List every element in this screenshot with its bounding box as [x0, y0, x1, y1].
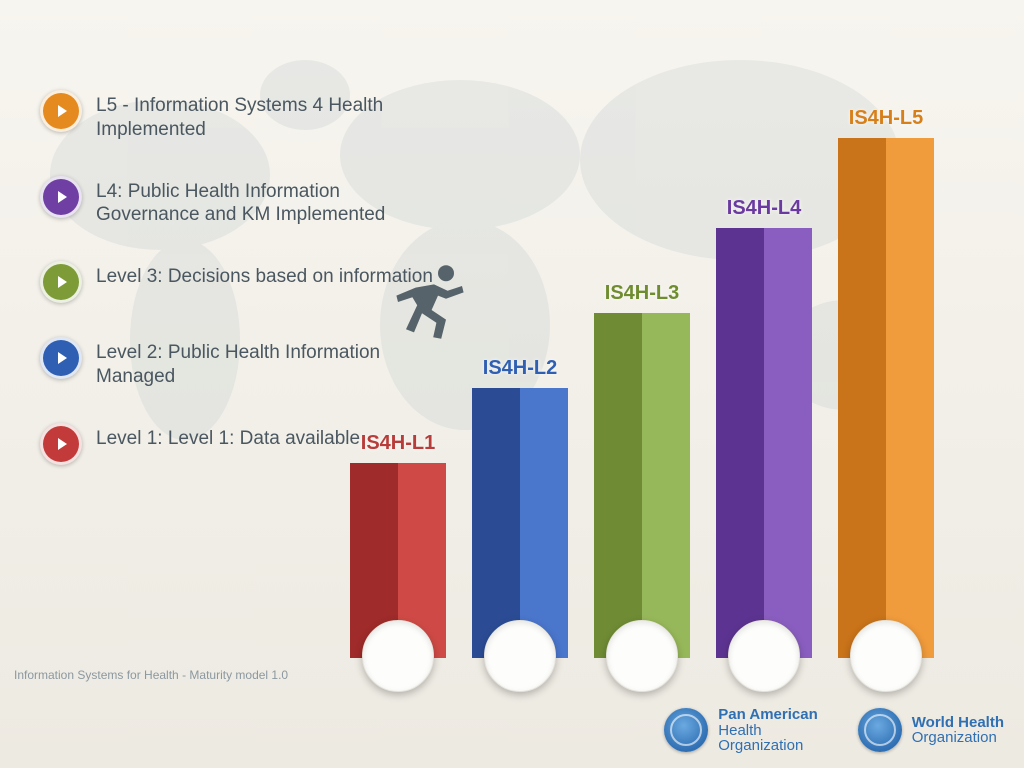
who-logo: World Health Organization	[858, 708, 1004, 752]
logo-line: Pan American	[718, 707, 818, 723]
bar-body	[472, 388, 568, 658]
maturity-bar-chart: IS4H-L1 IS4H-L2 IS4H-L3 IS4H-L4 IS4H-L5	[350, 98, 990, 658]
logo-line: Health	[718, 723, 818, 739]
bar-body	[594, 313, 690, 658]
legend-label: Level 1: Level 1: Data available	[96, 423, 360, 451]
logo-line: Organization	[912, 730, 1004, 746]
bar-label: IS4H-L3	[605, 282, 679, 305]
slide-footnote: Information Systems for Health - Maturit…	[14, 668, 288, 682]
paho-logo: Pan American Health Organization	[664, 707, 818, 754]
chevron-icon	[40, 176, 82, 218]
bar-body	[838, 138, 934, 658]
logo-line: Organization	[718, 738, 818, 754]
bar-base-circle	[728, 620, 800, 692]
footer-logos: Pan American Health Organization World H…	[664, 707, 1004, 754]
bar-label: IS4H-L4	[727, 197, 801, 220]
slide: L5 - Information Systems 4 Health Implem…	[0, 0, 1024, 768]
chevron-icon	[40, 423, 82, 465]
chevron-icon	[40, 337, 82, 379]
globe-icon	[664, 708, 708, 752]
logo-line: World Health	[912, 715, 1004, 731]
bar-base-circle	[362, 620, 434, 692]
bar-label: IS4H-L2	[483, 357, 557, 380]
bar-base-circle	[484, 620, 556, 692]
globe-icon	[858, 708, 902, 752]
bar-label: IS4H-L1	[361, 432, 435, 455]
bar-base-circle	[850, 620, 922, 692]
bar-label: IS4H-L5	[849, 107, 923, 130]
bar-base-circle	[606, 620, 678, 692]
bar-body	[716, 228, 812, 658]
chevron-icon	[40, 261, 82, 303]
chevron-icon	[40, 90, 82, 132]
